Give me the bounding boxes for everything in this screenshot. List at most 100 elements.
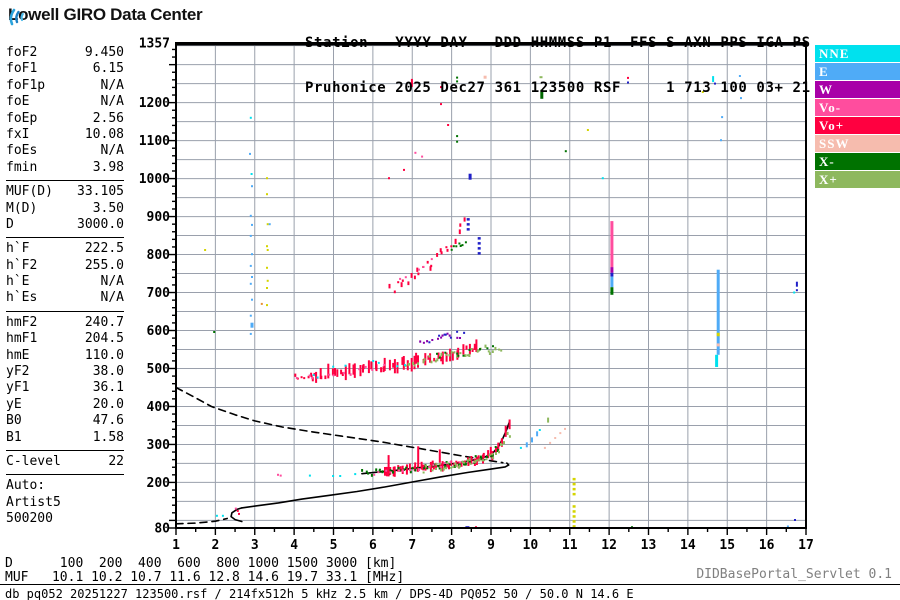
parameter-row-clevel: C-level 22 xyxy=(6,454,124,470)
y-axis-tick-label: 1357 xyxy=(139,37,170,52)
y-axis-tick-label: 900 xyxy=(147,210,171,225)
parameter-label: M(D) xyxy=(6,200,38,216)
parameter-label: hmF2 xyxy=(6,314,38,330)
parameter-label: fmin xyxy=(6,159,38,175)
giro-wave-logo xyxy=(9,8,24,26)
x-axis-tick-label: 9 xyxy=(487,538,495,553)
x-axis-tick-label: 11 xyxy=(562,538,578,553)
parameter-value: 255.0 xyxy=(84,257,124,273)
parameter-value: 20.0 xyxy=(92,396,124,412)
parameter-value: 38.0 xyxy=(92,364,124,380)
legend-item-w: W xyxy=(815,81,900,98)
x-axis-tick-label: 14 xyxy=(680,538,696,553)
autoscaling-info-line: Artist5 xyxy=(6,494,61,510)
parameter-label: foF1 xyxy=(6,61,38,77)
brand-header: Lowell GIRO Data Center xyxy=(8,5,203,26)
parameter-value: 6.15 xyxy=(92,61,124,77)
parameter-value: 2.56 xyxy=(92,110,124,126)
parameter-label: hmF1 xyxy=(6,331,38,347)
parameter-value: 10.08 xyxy=(84,126,124,142)
x-axis-tick-label: 16 xyxy=(759,538,775,553)
parameter-separator xyxy=(6,310,124,312)
footer-separator xyxy=(0,584,900,585)
x-axis-tick-label: 17 xyxy=(798,538,814,553)
parameter-row-fof1p: foF1p N/A xyxy=(6,78,124,94)
x-axis-tick-label: 5 xyxy=(330,538,338,553)
parameter-label: h`F xyxy=(6,241,30,257)
parameter-row-ye: yE 20.0 xyxy=(6,397,124,413)
y-axis-tick-label: 600 xyxy=(147,324,171,339)
x-axis-tick-label: 13 xyxy=(641,538,657,553)
parameter-row-hme: hmE 110.0 xyxy=(6,348,124,364)
parameter-row-b1: B1 1.58 xyxy=(6,430,124,446)
parameter-value: 22 xyxy=(108,453,124,469)
parameter-row-fxi: fxI 10.08 xyxy=(6,127,124,143)
parameter-value: 36.1 xyxy=(92,380,124,396)
station-header-line2: Pruhonice 2025 Dec27 361 123500 RSF 1 71… xyxy=(305,80,811,96)
parameter-row-foep: foEp 2.56 xyxy=(6,111,124,127)
legend-item-x-minus: X- xyxy=(815,153,900,170)
parameter-label: fxI xyxy=(6,126,30,142)
x-axis-tick-label: 3 xyxy=(251,538,259,553)
parameter-row-yf1: yF1 36.1 xyxy=(6,380,124,396)
parameter-separator xyxy=(6,449,124,451)
parameter-label: foF2 xyxy=(6,45,38,60)
y-axis-tick-label: 300 xyxy=(147,438,171,453)
parameter-row-hmf1: hmF1 204.5 xyxy=(6,331,124,347)
legend-item-vo-plus: Vo+ xyxy=(815,117,900,134)
parameter-value: 222.5 xyxy=(84,241,124,257)
x-axis-tick-label: 1 xyxy=(172,538,180,553)
parameter-label: foEp xyxy=(6,110,38,126)
muf-scale-line: MUF 10.1 10.2 10.7 11.6 12.8 14.6 19.7 3… xyxy=(5,570,405,585)
parameter-value: 240.7 xyxy=(84,314,124,330)
x-axis-tick-label: 15 xyxy=(719,538,735,553)
parameter-label: yF1 xyxy=(6,380,30,396)
legend-item-nne: NNE xyxy=(815,45,900,62)
parameter-label: foE xyxy=(6,94,30,110)
y-axis-tick-label: 200 xyxy=(147,476,171,491)
station-header: Station YYYY DAY DDD HHMMSS P1 FFS S AXN… xyxy=(305,6,811,126)
y-axis-tick-label: 400 xyxy=(147,400,171,415)
y-axis-tick-label: 700 xyxy=(147,286,171,301)
y-axis-tick-label: 1000 xyxy=(139,172,170,187)
y-axis-tick-label: 500 xyxy=(147,362,171,377)
parameter-row-hf2: h`F2 255.0 xyxy=(6,258,124,274)
legend-item-ssw: SSW xyxy=(815,135,900,152)
parameter-value: N/A xyxy=(100,143,124,159)
parameter-value: 47.6 xyxy=(92,413,124,429)
parameter-label: foEs xyxy=(6,143,38,159)
x-axis-tick-label: 4 xyxy=(290,538,298,553)
parameter-row-hf: h`F 222.5 xyxy=(6,241,124,257)
y-axis-tick-label: 800 xyxy=(147,248,171,263)
page-title: Lowell GIRO Data Center xyxy=(8,5,203,24)
parameter-value: N/A xyxy=(100,274,124,290)
parameter-row-foes: foEs N/A xyxy=(6,143,124,159)
parameter-separator xyxy=(6,237,124,239)
parameter-value: N/A xyxy=(100,77,124,93)
autoscaling-info-line: Auto: xyxy=(6,478,46,494)
parameter-label: yE xyxy=(6,396,22,412)
parameter-row-foe: foE N/A xyxy=(6,94,124,110)
parameter-row-hes: h`Es N/A xyxy=(6,290,124,306)
y-axis-tick-label: 1100 xyxy=(139,134,170,149)
parameter-panel: foF2 9.450 foF1 6.15 foF1p N/A foE N/A foEp 2.56 f… xyxy=(6,45,124,528)
parameter-row-he: h`E N/A xyxy=(6,274,124,290)
x-axis-tick-label: 2 xyxy=(211,538,219,553)
parameter-row-b0: B0 47.6 xyxy=(6,413,124,429)
parameter-row-d: D 3000.0 xyxy=(6,217,124,233)
direction-legend: NNE E W Vo- Vo+ SSW X- X+ xyxy=(815,45,900,189)
parameter-separator xyxy=(6,474,124,476)
parameter-label: foF1p xyxy=(6,77,46,93)
record-info-line: db pq052 20251227 123500.rsf / 214fx512h… xyxy=(5,587,634,600)
parameter-row-fof2: foF2 9.450 xyxy=(6,45,124,61)
parameter-label: MUF(D) xyxy=(6,184,53,200)
parameter-label: C-level xyxy=(6,453,61,469)
parameter-row-fof1: foF1 6.15 xyxy=(6,61,124,77)
x-axis-tick-label: 7 xyxy=(408,538,416,553)
parameter-value: N/A xyxy=(100,94,124,110)
legend-item-vo-minus: Vo- xyxy=(815,99,900,116)
parameter-label: h`E xyxy=(6,274,30,290)
d-scale-line: D 100 200 400 600 800 1000 1500 3000 [km… xyxy=(5,556,397,571)
x-axis-tick-label: 10 xyxy=(523,538,539,553)
